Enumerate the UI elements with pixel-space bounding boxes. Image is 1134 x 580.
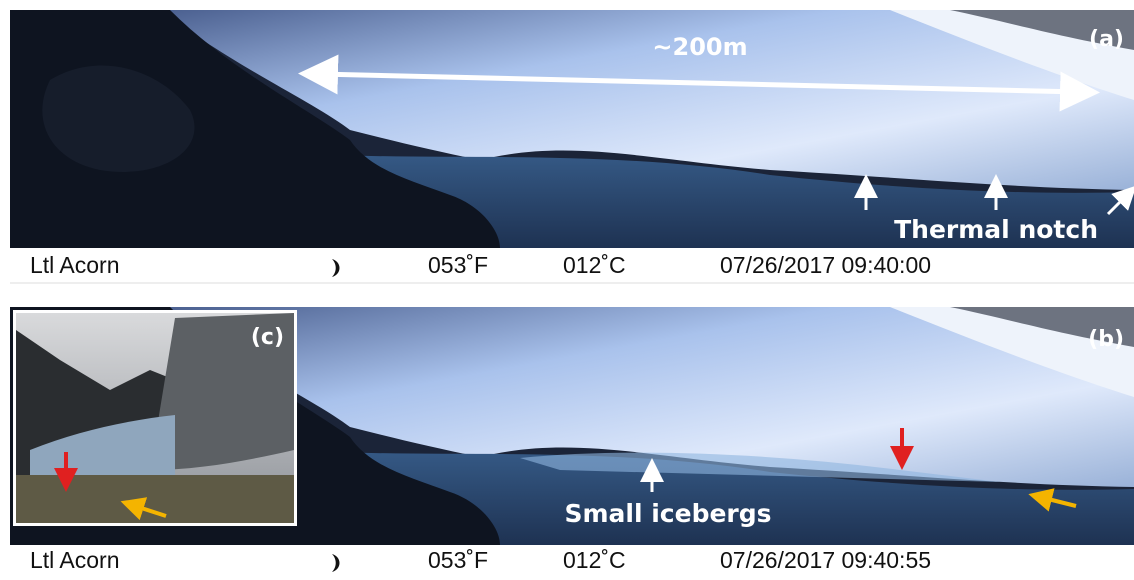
camera: Ltl Acorn — [30, 547, 120, 573]
panel-b: (b) Small icebergs (c) Ltl Acorn 053˚F 0… — [0, 307, 1134, 575]
feature-label: Small icebergs — [564, 499, 771, 528]
panel-a: ~200m (a) Thermal notch Ltl Acorn 053˚F … — [0, 10, 1134, 284]
footer — [0, 545, 1134, 575]
inset-label: (c) — [251, 325, 284, 350]
notch-arrow — [1106, 185, 1134, 216]
footer — [0, 248, 1134, 283]
inset-c: (c) — [13, 310, 297, 526]
yellow-arrow — [120, 497, 167, 521]
panel-label: (b) — [1088, 327, 1124, 352]
timestamp: 07/26/2017 09:40:00 — [720, 252, 931, 278]
distance-arrow — [298, 54, 1100, 112]
temperature-c: 012˚C — [563, 547, 626, 573]
moon-icon — [332, 554, 340, 572]
camera: Ltl Acorn — [30, 252, 120, 278]
yellow-arrow — [1028, 488, 1077, 512]
timestamp: 07/26/2017 09:40:55 — [720, 547, 931, 573]
temperature-c: 012˚C — [563, 252, 626, 278]
feature-label: Thermal notch — [894, 215, 1098, 244]
photo — [10, 10, 1134, 248]
distance-label: ~200m — [652, 33, 747, 61]
panel-label: (a) — [1089, 27, 1124, 52]
temperature-f: 053˚F — [428, 547, 488, 573]
temperature-f: 053˚F — [428, 252, 488, 278]
moon-icon — [332, 259, 340, 277]
